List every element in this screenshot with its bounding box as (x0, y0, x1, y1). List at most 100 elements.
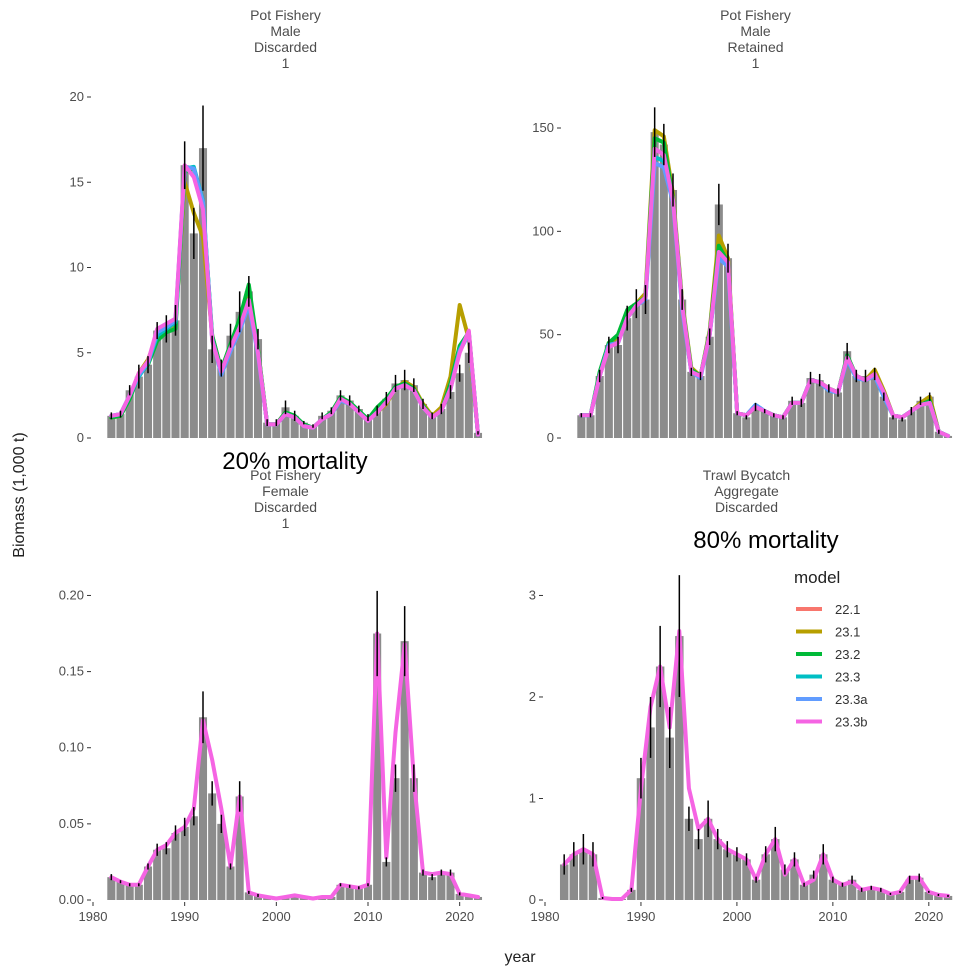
bar (253, 895, 263, 900)
bar (905, 879, 914, 900)
panel-title-line: 1 (282, 515, 290, 531)
bar (208, 349, 217, 438)
y-tick-label: 100 (532, 223, 554, 238)
bar (876, 889, 886, 900)
bar (428, 415, 437, 438)
bar (824, 388, 833, 438)
bar (290, 415, 299, 438)
bar (668, 190, 678, 438)
bar (751, 407, 760, 438)
series-line-23.3b (562, 629, 950, 901)
bar (588, 854, 598, 900)
x-tick-label: 2000 (262, 909, 291, 924)
panel-title-line: Female (262, 483, 309, 499)
bar (623, 318, 632, 438)
legend: model 22.1 23.1 23.2 23.3 23.3a 23.3b (794, 568, 868, 730)
bar (373, 410, 382, 438)
bar (235, 311, 244, 438)
bar (665, 737, 674, 900)
bar (299, 422, 308, 438)
bar (870, 373, 879, 438)
bar (867, 887, 876, 900)
y-tick-label: 5 (77, 345, 84, 360)
bar (907, 411, 916, 438)
panel-title-line: Pot Fishery (720, 7, 791, 23)
series-line-23.3b (109, 631, 480, 901)
legend-label: 23.1 (835, 625, 860, 640)
bar (696, 376, 705, 438)
bar (934, 431, 943, 438)
x-tick-label: 1980 (531, 909, 560, 924)
x-tick-label: 2020 (445, 909, 474, 924)
bar (217, 368, 226, 438)
bar (226, 866, 235, 900)
bar (125, 884, 134, 900)
bar (437, 872, 446, 900)
x-tick-label: 1990 (626, 909, 655, 924)
bar (559, 864, 569, 900)
legend-label: 23.3a (835, 692, 868, 707)
y-tick-label: 150 (532, 120, 554, 135)
x-tick-label: 1980 (79, 909, 108, 924)
bar (116, 881, 125, 900)
bar (400, 641, 409, 900)
bar (659, 144, 668, 439)
bar (799, 884, 809, 900)
x-tick-label: 2000 (722, 909, 751, 924)
bar (143, 866, 153, 900)
bar (684, 818, 694, 900)
bar (780, 869, 790, 900)
y-tick-label: 3 (529, 587, 536, 602)
bar (833, 392, 843, 438)
bar (107, 415, 116, 438)
bar (208, 793, 217, 900)
bar (613, 345, 623, 438)
bar (336, 395, 345, 438)
bar (687, 371, 696, 438)
y-tick-label: 0.15 (59, 664, 84, 679)
bar (632, 303, 641, 438)
bar (790, 859, 799, 900)
bar (373, 633, 382, 900)
y-tick-label: 0.20 (59, 587, 84, 602)
bar (751, 879, 761, 900)
bar (446, 391, 455, 438)
y-tick-label: 0.05 (59, 816, 84, 831)
bar (943, 895, 953, 900)
bar (290, 895, 299, 900)
bar (760, 411, 769, 438)
bar (916, 400, 925, 438)
bar (797, 402, 806, 438)
bar (198, 148, 208, 438)
panel-title-line: Retained (727, 39, 783, 55)
bar (723, 849, 732, 900)
bar (409, 778, 418, 900)
bar (879, 396, 888, 438)
bar (400, 380, 409, 438)
bar (898, 419, 907, 438)
y-tick-label: 0 (77, 430, 84, 445)
bar (171, 320, 180, 438)
bar (153, 330, 162, 438)
bar (134, 376, 143, 438)
bar (162, 848, 171, 900)
annotation-20-mortality: 20% mortality (222, 448, 367, 475)
bar (569, 854, 579, 900)
bar (125, 390, 134, 438)
panel-title-line: Pot Fishery (250, 7, 321, 23)
bar (189, 816, 198, 900)
x-tick-label: 2020 (914, 909, 943, 924)
bar (861, 376, 870, 438)
bar (198, 717, 208, 900)
bar (828, 879, 838, 900)
x-axis-label: year (504, 949, 536, 966)
x-tick-label: 2010 (354, 909, 383, 924)
bar (327, 410, 336, 438)
bar (345, 886, 354, 900)
bar (769, 415, 778, 438)
bar (272, 422, 281, 438)
panel-title-line: Male (270, 23, 301, 39)
bar (742, 859, 751, 900)
bar (281, 407, 290, 438)
